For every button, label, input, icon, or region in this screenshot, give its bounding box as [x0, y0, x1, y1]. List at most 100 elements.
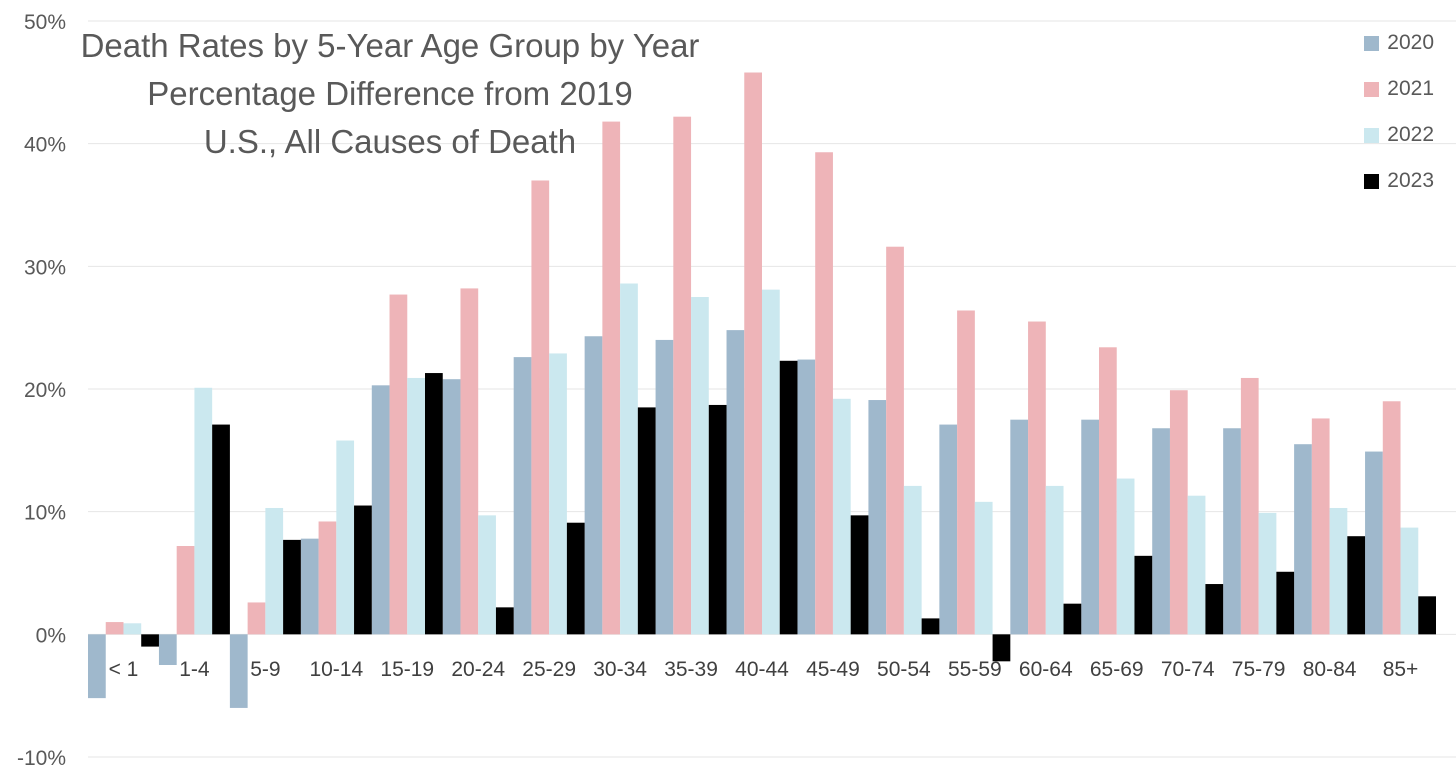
bar-2022-0 [123, 623, 142, 635]
bar-2021-7 [602, 121, 621, 635]
y-tick-label: 50% [24, 11, 66, 34]
bar-2020-0 [88, 634, 106, 699]
x-tick-label: 85+ [1383, 658, 1419, 681]
bar-2021-5 [460, 288, 479, 635]
bar-2020-8 [655, 339, 674, 635]
x-tick-label: 60-64 [1019, 658, 1073, 681]
bar-2020-18 [1365, 451, 1383, 635]
bar-2023-18 [1418, 596, 1436, 635]
legend-swatch-2020 [1364, 35, 1380, 51]
x-tick-label: 45-49 [806, 658, 860, 681]
bar-2020-17 [1294, 444, 1312, 635]
legend-label-2020: 2020 [1387, 31, 1434, 54]
bar-2022-16 [1258, 512, 1277, 635]
bar-2020-9 [726, 330, 745, 635]
bar-2023-3 [354, 505, 372, 635]
y-tick-label: 10% [24, 502, 66, 525]
legend-item-2020: 2020 [1364, 20, 1434, 66]
bars [88, 72, 1436, 708]
bar-2022-2 [265, 507, 284, 635]
bar-2021-6 [531, 180, 550, 635]
legend: 2020 2021 2022 2023 [1364, 20, 1434, 204]
bar-2020-4 [371, 385, 390, 635]
bar-2021-9 [744, 72, 762, 635]
chart-title: Death Rates by 5-Year Age Group by Year … [40, 22, 740, 166]
bar-2022-17 [1329, 507, 1348, 635]
bar-2022-5 [478, 515, 496, 635]
bar-2021-11 [886, 246, 904, 635]
x-tick-label: 5-9 [250, 658, 280, 681]
bar-2022-12 [974, 501, 993, 635]
y-tick-label: 30% [24, 256, 66, 279]
bar-2022-13 [1045, 485, 1064, 635]
bar-2021-2 [247, 602, 266, 635]
bar-2020-14 [1081, 419, 1099, 635]
bar-2022-7 [620, 283, 638, 635]
bar-2022-4 [407, 377, 425, 635]
bar-2020-6 [513, 357, 532, 635]
bar-2022-10 [832, 398, 851, 635]
bar-2022-11 [903, 485, 922, 635]
y-tick-label: -10% [17, 747, 66, 770]
legend-label-2023: 2023 [1387, 169, 1434, 192]
bar-2022-18 [1400, 527, 1419, 635]
bar-2021-4 [389, 294, 408, 635]
bar-2023-11 [921, 618, 940, 635]
legend-swatch-2021 [1364, 81, 1380, 97]
bar-2021-1 [176, 546, 195, 635]
bar-2021-14 [1099, 347, 1117, 635]
bar-2023-15 [1205, 584, 1224, 635]
bar-2023-2 [283, 539, 301, 635]
x-tick-label: 65-69 [1090, 658, 1144, 681]
x-tick-label: 80-84 [1303, 658, 1357, 681]
x-tick-label: 25-29 [522, 658, 576, 681]
bar-2021-15 [1169, 390, 1188, 635]
x-tick-label: 20-24 [451, 658, 505, 681]
x-tick-label: 35-39 [664, 658, 718, 681]
bar-2021-17 [1311, 418, 1330, 635]
bar-2021-8 [673, 116, 692, 635]
legend-label-2021: 2021 [1387, 77, 1434, 100]
bar-2020-2 [229, 634, 248, 708]
bar-2023-10 [850, 515, 869, 635]
bar-2020-12 [939, 424, 958, 635]
bar-2021-13 [1028, 321, 1046, 635]
bar-2020-15 [1152, 428, 1170, 635]
bar-2023-4 [425, 373, 443, 635]
legend-item-2021: 2021 [1364, 66, 1434, 112]
legend-swatch-2023 [1364, 173, 1380, 189]
bar-2023-16 [1276, 571, 1295, 635]
x-tick-label: 70-74 [1161, 658, 1215, 681]
y-tick-label: 0% [36, 624, 66, 647]
bar-2023-5 [495, 607, 514, 635]
bar-2021-10 [815, 152, 833, 635]
x-axis-labels: < 1 1-4 5-9 10-14 15-19 20-24 25-29 30-34 35-39 4… [109, 658, 1419, 681]
legend-item-2023: 2023 [1364, 158, 1434, 204]
x-tick-label: 15-19 [380, 658, 434, 681]
legend-item-2022: 2022 [1364, 112, 1434, 158]
bar-2020-11 [868, 400, 887, 635]
bar-2021-16 [1240, 377, 1259, 635]
bar-2023-1 [212, 424, 230, 635]
bar-2023-6 [566, 522, 585, 635]
bar-2022-1 [194, 387, 213, 635]
bar-2020-1 [158, 634, 177, 665]
bar-2022-6 [549, 353, 567, 635]
bar-2020-16 [1223, 428, 1241, 635]
bar-2023-8 [708, 404, 727, 635]
y-tick-label: 40% [24, 134, 66, 157]
x-tick-label: 75-79 [1232, 658, 1286, 681]
x-tick-label: 55-59 [948, 658, 1002, 681]
bar-2023-17 [1347, 536, 1366, 635]
bar-2020-3 [300, 538, 319, 635]
x-tick-label: 10-14 [309, 658, 363, 681]
x-tick-label: 50-54 [877, 658, 931, 681]
x-tick-label: 40-44 [735, 658, 789, 681]
bar-2022-9 [762, 289, 780, 635]
bar-2023-9 [779, 360, 798, 635]
bar-2023-14 [1134, 555, 1153, 635]
legend-swatch-2022 [1364, 127, 1380, 143]
legend-label-2022: 2022 [1387, 123, 1434, 146]
y-tick-label: 20% [24, 379, 66, 402]
